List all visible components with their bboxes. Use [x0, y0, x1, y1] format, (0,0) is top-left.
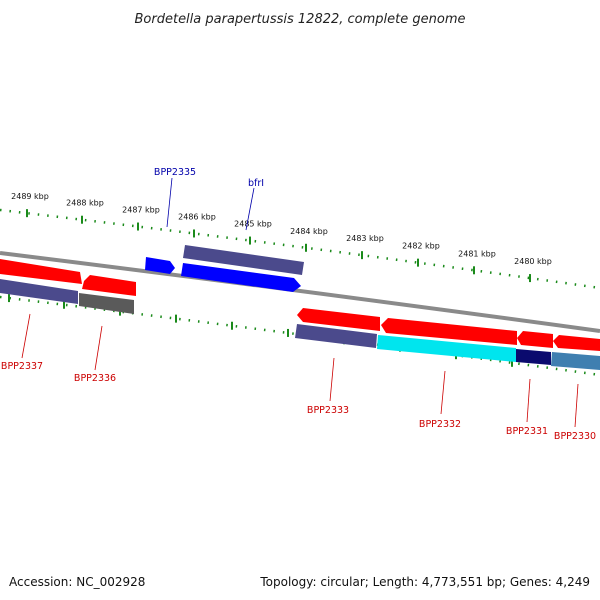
scale-label: 2489 kbp [11, 192, 49, 201]
gene-bfri-product [183, 245, 304, 275]
scale-label: 2485 kbp [234, 220, 272, 229]
map-title: Bordetella parapertussis 12822, complete… [135, 12, 466, 27]
gene-label-bfri[interactable]: bfrI [248, 178, 264, 189]
scale-label: 2481 kbp [458, 249, 496, 258]
gene-bpp2337-product [0, 279, 78, 304]
scale-label: 2484 kbp [290, 227, 328, 236]
gene-bpp2331-product [516, 349, 551, 365]
gene-label-bpp2330[interactable]: BPP2330 [554, 431, 596, 442]
gene-bpp2333[interactable] [297, 308, 380, 331]
scale-label: 2480 kbp [514, 257, 552, 266]
gene-bpp2336[interactable] [82, 275, 136, 296]
scale-label: 2486 kbp [178, 212, 216, 221]
gene-label-bpp2337[interactable]: BPP2337 [1, 361, 43, 372]
scale-label: 2483 kbp [346, 234, 384, 243]
gene-label-bpp2336[interactable]: BPP2336 [74, 373, 116, 384]
scale-label: 2488 kbp [66, 199, 104, 208]
scale-label: 2487 kbp [122, 206, 160, 215]
gene-bpp2333-product [295, 324, 377, 348]
gene-label-bpp2335[interactable]: BPP2335 [154, 167, 196, 178]
gene-bpp2332[interactable] [381, 318, 517, 345]
gene-bpp2330[interactable] [553, 335, 600, 351]
gene-bpp2336-product [79, 293, 134, 314]
gene-bpp2331[interactable] [517, 331, 553, 348]
gene-bpp2337[interactable] [0, 259, 82, 284]
gene-label-bpp2331[interactable]: BPP2331 [506, 426, 548, 437]
scale-label: 2482 kbp [402, 242, 440, 251]
gene-features [0, 245, 600, 370]
gene-bpp2335[interactable] [145, 257, 175, 274]
leader-lines [21, 177, 579, 428]
gene-label-bpp2332[interactable]: BPP2332 [419, 419, 461, 430]
accession-text: Accession: NC_002928 [9, 575, 145, 589]
genome-backbone [0, 251, 600, 333]
gene-bpp2332-product [377, 335, 516, 362]
gene-label-bpp2333[interactable]: BPP2333 [307, 405, 349, 416]
gene-bfri[interactable] [181, 263, 301, 292]
gene-labels: BPP2335 bfrI BPP2337 BPP2336 BPP2333 BPP… [1, 167, 596, 442]
scale-labels: 2489 kbp 2488 kbp 2487 kbp 2486 kbp 2485 kbp… [11, 192, 552, 266]
gene-bpp2330-product [551, 352, 600, 370]
genome-summary-text: Topology: circular; Length: 4,773,551 bp… [259, 575, 590, 589]
